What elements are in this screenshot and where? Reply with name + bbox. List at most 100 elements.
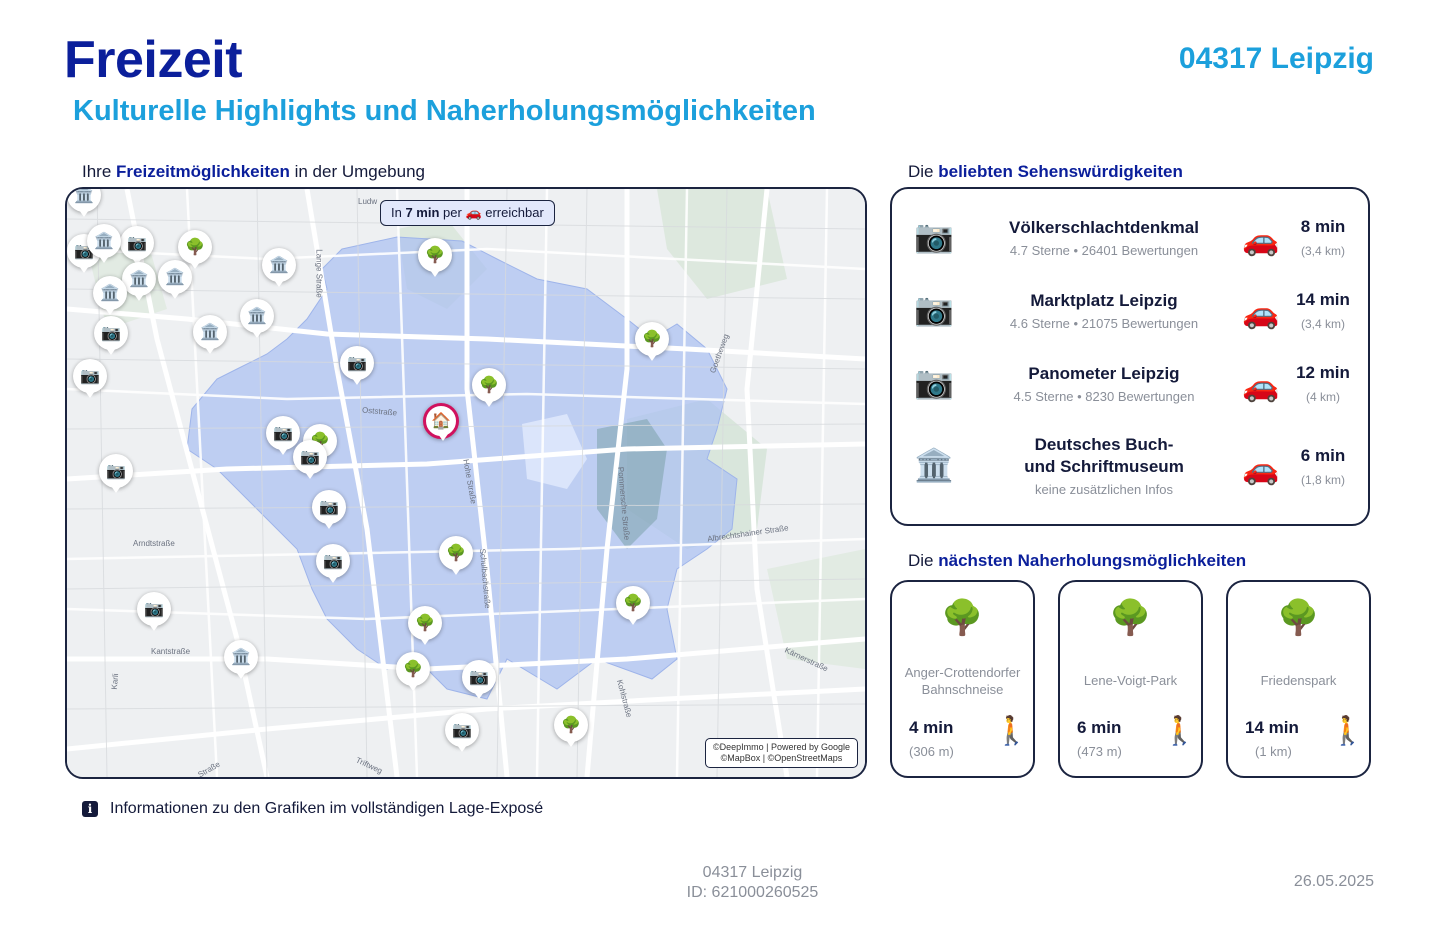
museum-pin[interactable]: 🏛️ [122, 262, 156, 301]
tree-icon: 🌳 [623, 595, 643, 612]
park-distance: (306 m) [909, 744, 954, 759]
sight-rating: 4.5 Sterne • 8230 Bewertungen [1013, 389, 1195, 404]
camera-pin[interactable]: 📷 [99, 454, 133, 493]
camera-icon: 📷 [914, 364, 954, 400]
sight-item[interactable]: 📷 Völkerschlachtdenkmal 4.7 Sterne • 264… [892, 213, 1368, 277]
tree-pin[interactable]: 🌳 [418, 238, 452, 277]
park-card[interactable]: 🌳 Anger-Crottendorfer Bahnschneise 4 min … [890, 580, 1035, 778]
camera-pin[interactable]: 📷 [445, 713, 479, 752]
camera-pin[interactable]: 📷 [293, 440, 327, 479]
museum-icon: 🏛️ [165, 269, 185, 286]
camera-icon: 📷 [469, 669, 489, 686]
map-heading: Ihre Freizeitmöglichkeiten in der Umgebu… [82, 162, 425, 181]
museum-icon: 🏛️ [269, 257, 289, 274]
tree-icon: 🌳 [1109, 599, 1152, 637]
tree-icon: 🌳 [415, 615, 435, 632]
tree-icon: 🌳 [642, 331, 662, 348]
camera-pin[interactable]: 📷 [137, 592, 171, 631]
footer-location: 04317 Leipzig [702, 864, 803, 881]
camera-pin[interactable]: 📷 [73, 359, 107, 398]
camera-icon: 📷 [106, 463, 126, 480]
sight-item[interactable]: 📷 Panometer Leipzig 4.5 Sterne • 8230 Be… [892, 359, 1368, 423]
map-attribution: ©DeepImmo | Powered by Google ©MapBox | … [704, 738, 858, 768]
museum-icon: 🏛️ [247, 308, 267, 325]
tree-pin[interactable]: 🌳 [616, 586, 650, 625]
sight-rating: 4.7 Sterne • 26401 Bewertungen [1009, 243, 1199, 258]
museum-pin[interactable]: 🏛️ [67, 187, 101, 217]
park-name: Lene-Voigt-Park [1083, 673, 1178, 688]
museum-pin[interactable]: 🏛️ [193, 315, 227, 354]
tree-pin[interactable]: 🌳 [554, 708, 588, 747]
leisure-map[interactable]: Ludw Lange Straße Oststraße Hohe Straße … [65, 187, 867, 779]
museum-icon: 🏛️ [129, 271, 149, 288]
camera-icon: 📷 [452, 722, 472, 739]
museum-pin[interactable]: 🏛️ [87, 224, 121, 263]
camera-icon: 📷 [80, 368, 100, 385]
tree-pin[interactable]: 🌳 [439, 536, 473, 575]
reach-badge: In 7 min per 🚗 erreichbar [380, 200, 555, 226]
walking-person-icon: 🚶 [1330, 715, 1365, 746]
museum-pin[interactable]: 🏛️ [93, 276, 127, 315]
museum-icon: 🏛️ [200, 324, 220, 341]
info-note: i Informationen zu den Grafiken im volls… [82, 800, 543, 818]
camera-pin[interactable]: 📷 [312, 490, 346, 529]
museum-icon: 🏛️ [94, 233, 114, 250]
camera-icon: 📷 [300, 449, 320, 466]
park-card[interactable]: 🌳 Lene-Voigt-Park 6 min (473 m) 🚶 [1058, 580, 1203, 778]
park-distance: (1 km) [1255, 744, 1292, 759]
park-walk-time: 6 min [1077, 718, 1122, 737]
camera-pin[interactable]: 📷 [340, 346, 374, 385]
camera-icon: 📷 [914, 291, 954, 327]
camera-pin[interactable]: 📷 [316, 544, 350, 583]
tree-icon: 🌳 [446, 545, 466, 562]
park-card[interactable]: 🌳 Friedenspark 14 min (1 km) 🚶 [1226, 580, 1371, 778]
walking-person-icon: 🚶 [994, 715, 1029, 746]
camera-icon: 📷 [347, 355, 367, 372]
tree-pin[interactable]: 🌳 [408, 606, 442, 645]
street-label: Karli [109, 673, 121, 690]
car-icon: 🚗 [465, 205, 482, 220]
park-name: Anger-Crottendorfer Bahnschneise [904, 665, 1021, 697]
footer-date: 26.05.2025 [1293, 873, 1374, 890]
car-icon: 🚗 [1242, 224, 1280, 257]
museum-icon: 🏛️ [74, 187, 94, 204]
sight-rating: 4.6 Sterne • 21075 Bewertungen [1009, 316, 1199, 331]
sight-travel-time: 6 min [1300, 446, 1346, 465]
sight-item[interactable]: 📷 Marktplatz Leipzig 4.6 Sterne • 21075 … [892, 286, 1368, 350]
museum-pin[interactable]: 🏛️ [224, 640, 258, 679]
museum-icon: 🏛️ [914, 447, 954, 483]
camera-icon: 📷 [127, 235, 147, 252]
camera-pin[interactable]: 📷 [266, 416, 300, 455]
camera-icon: 📷 [914, 218, 954, 254]
park-distance: (473 m) [1077, 744, 1122, 759]
sight-rating: keine zusätzlichen Infos [1034, 482, 1174, 497]
camera-pin[interactable]: 📷 [94, 316, 128, 355]
sight-name: Völkerschlachtdenkmal [1009, 218, 1199, 237]
location-label: 04317 Leipzig [1178, 42, 1374, 75]
camera-pin[interactable]: 📷 [120, 226, 154, 265]
museum-pin[interactable]: 🏛️ [158, 260, 192, 299]
museum-pin[interactable]: 🏛️ [240, 299, 274, 338]
tree-icon: 🌳 [1277, 599, 1320, 637]
camera-icon: 📷 [323, 553, 343, 570]
tree-icon: 🌳 [185, 239, 205, 256]
home-pin[interactable]: 🏠 [423, 403, 459, 441]
sight-name: Marktplatz Leipzig [1030, 291, 1178, 310]
street-label: Ludw [358, 197, 378, 206]
museum-pin[interactable]: 🏛️ [262, 248, 296, 287]
tree-pin[interactable]: 🌳 [472, 368, 506, 407]
camera-icon: 📷 [319, 499, 339, 516]
camera-pin[interactable]: 📷 [462, 660, 496, 699]
map-background [67, 189, 865, 777]
tree-icon: 🌳 [561, 717, 581, 734]
page-title: Freizeit [64, 31, 243, 89]
tree-icon: 🌳 [941, 599, 984, 637]
sight-name: Panometer Leipzig [1028, 364, 1180, 383]
tree-pin[interactable]: 🌳 [178, 230, 212, 269]
sight-distance: (4 km) [1306, 390, 1340, 404]
museum-icon: 🏛️ [100, 285, 120, 302]
sight-item[interactable]: 🏛️ Deutsches Buch-und Schriftmuseum kein… [892, 432, 1368, 502]
tree-pin[interactable]: 🌳 [635, 322, 669, 361]
tree-pin[interactable]: 🌳 [396, 652, 430, 691]
page-subtitle: Kulturelle Highlights und Naherholungsmö… [73, 95, 816, 127]
